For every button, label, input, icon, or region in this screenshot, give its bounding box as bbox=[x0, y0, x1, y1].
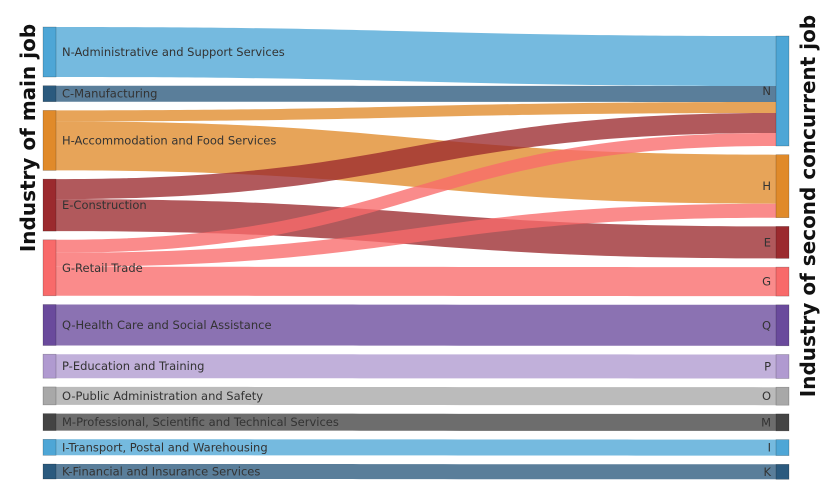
source-node-I[interactable] bbox=[42, 438, 57, 456]
link-I-to-I[interactable] bbox=[56, 439, 776, 456]
link-P-to-P[interactable] bbox=[56, 354, 776, 379]
target-node-N[interactable] bbox=[775, 35, 790, 147]
link-G-to-N[interactable] bbox=[56, 133, 776, 253]
target-node-K[interactable] bbox=[775, 463, 790, 480]
target-node-label: G bbox=[762, 275, 771, 289]
source-node-label: P-Education and Training bbox=[62, 359, 204, 373]
source-node-label: Q-Health Care and Social Assistance bbox=[62, 318, 272, 332]
target-node-label: O bbox=[762, 389, 771, 403]
source-node-C[interactable] bbox=[42, 85, 57, 102]
source-node-label: I-Transport, Postal and Warehousing bbox=[62, 440, 268, 454]
link-C-to-N[interactable] bbox=[56, 85, 776, 102]
link-Q-to-Q[interactable] bbox=[56, 304, 776, 346]
source-node-label: E-Construction bbox=[62, 198, 147, 212]
target-node-label: I bbox=[768, 441, 771, 455]
link-M-to-M[interactable] bbox=[56, 413, 776, 431]
target-node-Q[interactable] bbox=[775, 304, 790, 347]
source-node-label: H-Accommodation and Food Services bbox=[62, 133, 276, 147]
source-node-E[interactable] bbox=[42, 178, 57, 232]
nodes-layer: N-Administrative and Support Services C-M… bbox=[42, 26, 790, 480]
target-node-I[interactable] bbox=[775, 439, 790, 456]
target-node-label: Q bbox=[762, 318, 771, 332]
target-node-H[interactable] bbox=[775, 154, 790, 218]
source-node-P[interactable] bbox=[42, 353, 57, 379]
target-node-P[interactable] bbox=[775, 354, 790, 379]
target-node-label: H bbox=[762, 179, 771, 193]
link-O-to-O[interactable] bbox=[56, 386, 776, 406]
target-node-G[interactable] bbox=[775, 266, 790, 297]
target-node-label: N bbox=[762, 84, 771, 98]
source-node-H[interactable] bbox=[42, 110, 57, 171]
link-H-to-N[interactable] bbox=[56, 102, 776, 122]
right-axis-title: Industry of second concurrent job bbox=[796, 15, 820, 397]
source-node-label: K-Financial and Insurance Services bbox=[62, 465, 260, 479]
left-axis-title: Industry of main job bbox=[16, 24, 40, 252]
target-node-label: K bbox=[763, 465, 771, 479]
target-node-O[interactable] bbox=[775, 386, 790, 406]
source-node-K[interactable] bbox=[42, 463, 57, 480]
source-node-label: M-Professional, Scientific and Technical… bbox=[62, 415, 339, 429]
source-node-label: O-Public Administration and Safety bbox=[62, 389, 263, 403]
target-node-label: E bbox=[764, 235, 771, 249]
target-node-E[interactable] bbox=[775, 226, 790, 259]
target-node-label: M bbox=[761, 415, 771, 429]
link-N-to-N[interactable] bbox=[56, 27, 776, 86]
source-node-label: C-Manufacturing bbox=[62, 87, 157, 101]
links-layer bbox=[56, 27, 776, 480]
link-G-to-G[interactable] bbox=[56, 266, 776, 297]
source-node-N[interactable] bbox=[42, 26, 57, 78]
source-node-label: N-Administrative and Support Services bbox=[62, 45, 285, 59]
target-node-M[interactable] bbox=[775, 413, 790, 432]
source-node-O[interactable] bbox=[42, 386, 57, 406]
source-node-M[interactable] bbox=[42, 413, 57, 431]
link-K-to-K[interactable] bbox=[56, 464, 776, 480]
link-E-to-N[interactable] bbox=[56, 113, 776, 200]
target-node-label: P bbox=[764, 360, 771, 374]
source-node-label: G-Retail Trade bbox=[62, 261, 143, 275]
source-node-G[interactable] bbox=[42, 239, 57, 297]
link-G-to-H[interactable] bbox=[56, 203, 776, 267]
source-node-Q[interactable] bbox=[42, 304, 57, 346]
